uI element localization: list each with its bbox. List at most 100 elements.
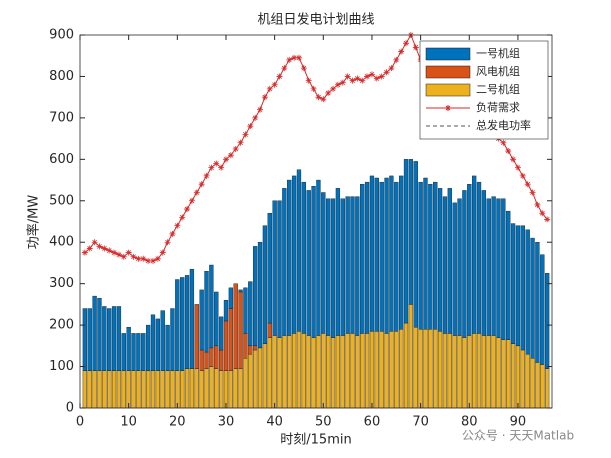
bar-segment — [306, 190, 311, 336]
bar-segment — [277, 337, 282, 409]
line-marker — [412, 44, 419, 51]
bar-segment — [413, 161, 418, 328]
bar-segment — [530, 358, 535, 409]
line-marker — [305, 77, 312, 84]
bar-segment — [102, 370, 107, 409]
bar-segment — [413, 326, 418, 409]
bar-segment — [452, 202, 457, 336]
x-tick-label: 80 — [461, 415, 478, 430]
bar-segment — [223, 370, 229, 409]
line-marker — [86, 245, 93, 252]
x-tick-label: 30 — [218, 415, 235, 430]
bar-segment — [330, 198, 336, 338]
bar-segment — [228, 308, 233, 371]
bar-segment — [165, 324, 170, 371]
bar-segment — [510, 223, 516, 344]
line-marker — [106, 247, 113, 254]
bar-segment — [355, 196, 360, 336]
line-marker — [140, 255, 147, 262]
bar-segment — [501, 339, 506, 409]
line-marker — [388, 65, 395, 72]
line-marker — [179, 214, 186, 221]
plot-frame — [79, 34, 553, 409]
bar-segment — [496, 337, 501, 409]
line-marker — [281, 65, 288, 72]
line-marker — [393, 56, 400, 63]
line-marker — [111, 249, 118, 256]
bar-segment — [233, 283, 238, 369]
bar-segment — [228, 287, 233, 309]
bar-segment — [384, 333, 389, 409]
bar-segment — [150, 314, 156, 371]
line-marker — [539, 210, 546, 217]
line-marker — [403, 40, 410, 47]
x-tick-label: 40 — [266, 415, 283, 430]
bar-segment — [369, 175, 375, 332]
bar-segment — [238, 368, 243, 409]
bar-segment — [457, 335, 462, 409]
line-marker — [227, 152, 234, 159]
y-tick-label: 500 — [49, 193, 74, 208]
line-marker — [339, 79, 346, 86]
bar-segment — [253, 246, 258, 347]
line-marker — [286, 56, 293, 63]
bar-segment — [394, 331, 399, 409]
line-marker — [101, 245, 108, 252]
bar-segment — [379, 331, 384, 409]
bar-segment — [340, 335, 345, 409]
bar-segment — [535, 362, 540, 409]
bar-segment — [345, 333, 350, 409]
line-marker — [300, 65, 307, 72]
bar-segment — [447, 333, 452, 409]
bar-segment — [301, 181, 306, 334]
bar-segment — [506, 210, 511, 340]
bar-segment — [218, 349, 224, 371]
bar-segment — [447, 188, 452, 334]
bar-segment — [287, 335, 292, 409]
line-marker — [120, 253, 127, 260]
y-tick-label: 200 — [49, 318, 74, 333]
bar-segment — [209, 264, 214, 349]
legend-swatch — [425, 47, 471, 61]
bar-segment — [335, 188, 341, 336]
bar-segment — [520, 225, 525, 351]
y-tick-label: 300 — [49, 276, 74, 291]
bar-segment — [408, 304, 414, 409]
bar-segment — [194, 368, 199, 409]
legend-label: 二号机组 — [476, 82, 520, 96]
bar-segment — [379, 181, 384, 332]
bar-segment — [535, 242, 540, 363]
bar-segment — [423, 177, 428, 330]
line-marker — [218, 164, 225, 171]
bar-segment — [491, 335, 496, 409]
bar-segment — [544, 273, 550, 369]
bar-segment — [462, 190, 467, 338]
x-tick-label: 60 — [364, 415, 381, 430]
line-marker — [242, 131, 249, 138]
line-marker — [505, 148, 512, 155]
bar-segment — [97, 370, 102, 409]
line-marker — [368, 71, 375, 78]
bar-segment — [316, 179, 321, 336]
bar-segment — [437, 331, 443, 409]
bar-segment — [418, 329, 423, 409]
bar-segment — [223, 300, 229, 322]
bar-segment — [457, 198, 462, 336]
bar-segment — [92, 295, 97, 371]
line-marker — [291, 54, 298, 61]
bar-segment — [496, 198, 501, 338]
x-tick-label: 10 — [120, 415, 137, 430]
bar-segment — [277, 200, 282, 338]
bar-segment — [486, 198, 491, 336]
line-marker — [373, 75, 380, 82]
bar-segment — [131, 333, 136, 371]
bar-segment — [267, 322, 272, 338]
bar-segment — [189, 368, 195, 409]
bar-segment — [243, 358, 248, 409]
bar-segment — [253, 349, 258, 409]
bar-segment — [87, 370, 92, 409]
bar-segment — [321, 192, 326, 334]
bar-segment — [540, 364, 545, 409]
bar-segment — [282, 335, 287, 409]
